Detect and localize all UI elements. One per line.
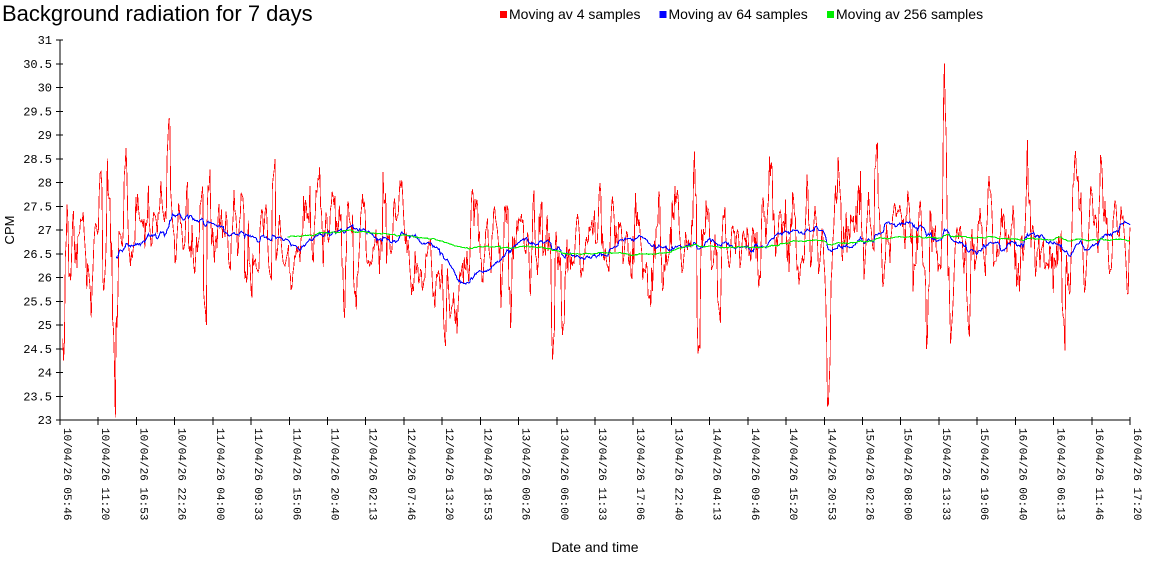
svg-text:15/04/26 19:06: 15/04/26 19:06 xyxy=(977,428,989,520)
svg-text:30.5: 30.5 xyxy=(23,58,52,72)
svg-text:CPM: CPM xyxy=(2,216,17,245)
svg-text:10/04/26 05:46: 10/04/26 05:46 xyxy=(60,428,72,520)
svg-text:24: 24 xyxy=(38,367,52,381)
svg-text:26.5: 26.5 xyxy=(23,248,52,262)
svg-text:13/04/26 06:00: 13/04/26 06:00 xyxy=(557,428,569,520)
svg-text:25.5: 25.5 xyxy=(23,295,52,309)
svg-text:30: 30 xyxy=(38,82,52,96)
svg-text:16/04/26 17:20: 16/04/26 17:20 xyxy=(1130,428,1142,520)
svg-text:Background radiation for 7 day: Background radiation for 7 days xyxy=(2,1,313,26)
svg-text:24.5: 24.5 xyxy=(23,343,52,357)
svg-text:11/04/26 20:40: 11/04/26 20:40 xyxy=(328,428,340,520)
svg-text:16/04/26 06:13: 16/04/26 06:13 xyxy=(1054,428,1066,520)
svg-text:31: 31 xyxy=(38,34,52,48)
svg-text:26: 26 xyxy=(38,272,52,286)
svg-text:14/04/26 04:13: 14/04/26 04:13 xyxy=(710,428,722,520)
svg-text:Date and time: Date and time xyxy=(551,539,638,555)
svg-text:29.5: 29.5 xyxy=(23,105,52,119)
svg-text:13/04/26 00:26: 13/04/26 00:26 xyxy=(519,428,531,520)
svg-text:10/04/26 11:20: 10/04/26 11:20 xyxy=(98,428,110,520)
svg-text:Moving av 64 samples: Moving av 64 samples xyxy=(669,6,808,22)
svg-text:15/04/26 08:00: 15/04/26 08:00 xyxy=(901,428,913,520)
svg-text:14/04/26 20:53: 14/04/26 20:53 xyxy=(824,428,836,520)
svg-text:23: 23 xyxy=(38,414,52,428)
svg-text:10/04/26 16:53: 10/04/26 16:53 xyxy=(136,428,148,520)
svg-text:23.5: 23.5 xyxy=(23,390,52,404)
svg-text:27.5: 27.5 xyxy=(23,200,52,214)
svg-text:15/04/26 02:26: 15/04/26 02:26 xyxy=(863,428,875,520)
svg-text:12/04/26 07:46: 12/04/26 07:46 xyxy=(404,428,416,520)
svg-text:16/04/26 00:40: 16/04/26 00:40 xyxy=(1015,428,1027,520)
svg-text:12/04/26 13:20: 12/04/26 13:20 xyxy=(442,428,454,520)
svg-text:28.5: 28.5 xyxy=(23,153,52,167)
svg-text:11/04/26 09:33: 11/04/26 09:33 xyxy=(251,428,263,520)
svg-text:11/04/26 15:06: 11/04/26 15:06 xyxy=(289,428,301,520)
svg-text:Moving av 256 samples: Moving av 256 samples xyxy=(836,6,983,22)
svg-text:13/04/26 22:40: 13/04/26 22:40 xyxy=(671,428,683,520)
svg-text:13/04/26 11:33: 13/04/26 11:33 xyxy=(595,428,607,520)
svg-text:14/04/26 09:46: 14/04/26 09:46 xyxy=(748,428,760,520)
svg-text:16/04/26 11:46: 16/04/26 11:46 xyxy=(1092,428,1104,520)
svg-text:27: 27 xyxy=(38,224,52,238)
svg-text:Moving av 4 samples: Moving av 4 samples xyxy=(509,6,641,22)
svg-text:29: 29 xyxy=(38,129,52,143)
svg-text:11/04/26 04:00: 11/04/26 04:00 xyxy=(213,428,225,520)
svg-text:10/04/26 22:26: 10/04/26 22:26 xyxy=(175,428,187,520)
svg-text:28: 28 xyxy=(38,177,52,191)
svg-text:12/04/26 02:13: 12/04/26 02:13 xyxy=(366,428,378,520)
svg-text:15/04/26 13:33: 15/04/26 13:33 xyxy=(939,428,951,520)
svg-text:25: 25 xyxy=(38,319,52,333)
svg-text:14/04/26 15:20: 14/04/26 15:20 xyxy=(786,428,798,520)
svg-text:13/04/26 17:06: 13/04/26 17:06 xyxy=(633,428,645,520)
svg-text:12/04/26 18:53: 12/04/26 18:53 xyxy=(480,428,492,520)
